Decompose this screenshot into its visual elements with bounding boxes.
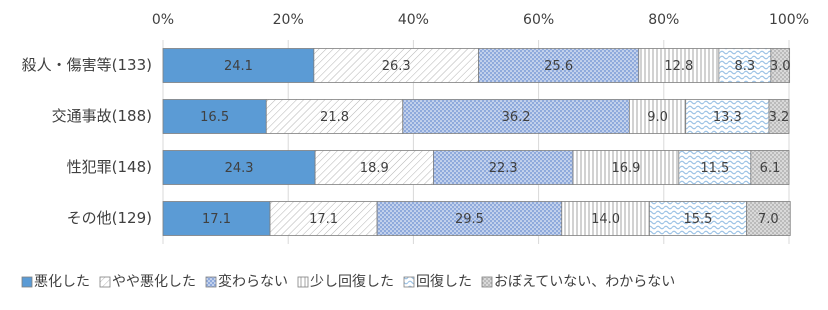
bar-segment: [768, 99, 790, 134]
legend-label: 悪化した: [34, 274, 90, 290]
bar-segment: [746, 201, 791, 236]
legend-swatch: [21, 276, 33, 288]
x-tick-label: 80%: [648, 12, 679, 28]
value-label: 21.8: [320, 110, 349, 125]
value-label: 9.0: [647, 110, 668, 125]
legend-label: 少し回復した: [310, 273, 394, 290]
category-label: その他(129): [67, 209, 152, 227]
bar-segment: [685, 99, 770, 134]
legend-swatch: [481, 276, 493, 288]
category-label: 性犯罪(148): [67, 158, 152, 176]
legend-label: 変わらない: [218, 273, 288, 290]
bar-segment: [638, 48, 720, 83]
bar-segment: [162, 201, 271, 236]
value-label: 36.2: [502, 110, 531, 125]
value-label: 8.3: [735, 59, 756, 74]
category-label: 交通事故(188): [52, 107, 152, 125]
value-label: 26.3: [382, 59, 411, 74]
value-label: 13.3: [713, 110, 742, 125]
value-label: 7.0: [758, 212, 779, 227]
bar-segment: [162, 150, 316, 185]
legend-swatch: [297, 276, 309, 288]
value-label: 3.2: [769, 110, 790, 125]
legend-swatch: [205, 276, 217, 288]
category-label: 殺人・傷害等(133): [22, 56, 152, 74]
bar-segment: [770, 48, 791, 83]
bar-segment: [678, 150, 752, 185]
bar-segment: [750, 150, 790, 185]
x-tick-label: 100%: [769, 12, 809, 28]
value-label: 11.5: [700, 161, 729, 176]
bar-segment: [561, 201, 650, 236]
x-tick-label: 60%: [523, 12, 554, 28]
bar-segment: [402, 99, 630, 134]
value-label: 6.1: [760, 161, 781, 176]
value-label: 18.9: [360, 161, 389, 176]
value-label: 29.5: [455, 212, 484, 227]
bar-segment: [162, 48, 315, 83]
value-label: 24.3: [225, 161, 254, 176]
legend-label: おぼえていない、わからない: [494, 274, 675, 290]
legend-label: 回復した: [416, 273, 472, 290]
bar-segment: [572, 150, 680, 185]
value-label: 16.5: [200, 110, 229, 125]
value-label: 14.0: [591, 212, 620, 227]
bar-segment: [628, 99, 687, 134]
x-tick-label: 40%: [398, 12, 429, 28]
value-label: 17.1: [309, 212, 338, 227]
value-label: 17.1: [202, 212, 231, 227]
value-label: 3.0: [770, 59, 791, 74]
value-label: 24.1: [224, 59, 253, 74]
bar-segment: [162, 99, 267, 134]
legend-swatch: [403, 276, 415, 288]
value-label: 22.3: [489, 161, 518, 176]
bar-segment: [269, 201, 378, 236]
legend-swatch: [99, 276, 111, 288]
value-label: 16.9: [611, 161, 640, 176]
value-label: 25.6: [544, 59, 573, 74]
bar-segment: [314, 150, 434, 185]
value-label: 12.8: [664, 59, 693, 74]
bar-segment: [433, 150, 574, 185]
bar-segment: [265, 99, 404, 134]
x-tick-label: 20%: [273, 12, 304, 28]
value-label: 15.5: [683, 212, 712, 227]
x-tick-label: 0%: [152, 12, 174, 28]
bar-segment: [649, 201, 747, 236]
bar-segment: [718, 48, 772, 83]
legend-label: やや悪化した: [112, 274, 196, 290]
